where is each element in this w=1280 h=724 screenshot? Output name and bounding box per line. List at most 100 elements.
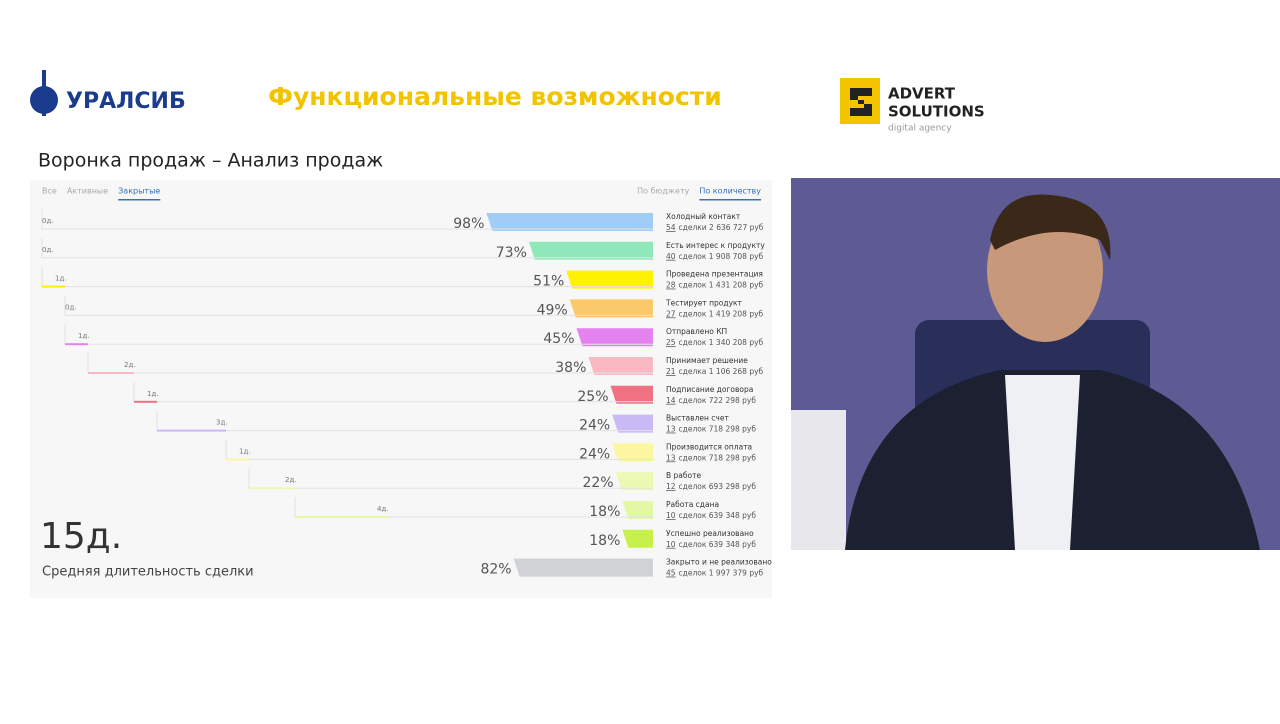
duration-segment [249,487,295,490]
deal-detail: сделок 1 997 379 руб [679,569,764,578]
deal-count: 45 [666,569,676,578]
deal-detail: сделка 1 106 268 руб [679,367,764,376]
stage-name: Принимает решение [666,356,748,365]
advert-logo: ADVERT SOLUTIONS digital agency [840,78,985,134]
deal-detail: сделок 722 298 руб [679,396,757,405]
percent-label: 25% [577,389,608,405]
deal-detail: сделок 1 908 708 руб [679,252,764,261]
percent-label: 22% [582,475,613,491]
deal-detail: сделок 639 348 руб [679,511,757,520]
deal-count: 25 [666,338,676,347]
duration-label: 4д. [377,505,389,513]
deal-count: 28 [666,281,676,290]
deal-detail: сделок 1 340 208 руб [679,338,764,347]
funnel-bar [612,443,653,462]
duration-segment [65,343,88,346]
average-label: Средняя длительность сделки [42,565,254,580]
tab[interactable]: Активные [67,187,108,196]
uralsib-logo: УРАЛСИБ [30,70,186,116]
funnel-bar [622,501,653,519]
deal-count: 21 [666,367,676,376]
funnel-bar [513,558,653,577]
percent-label: 45% [543,331,574,347]
funnel-bar [576,328,653,347]
duration-segment [226,458,249,461]
stage-name: Производится оплата [666,442,752,451]
duration-label: 2д. [124,361,136,369]
deal-detail: сделок 639 348 руб [679,540,757,549]
percent-label: 24% [579,418,610,434]
percent-label: 98% [453,216,484,232]
deal-count: 27 [666,309,676,318]
stage-name: Есть интерес к продукту [666,241,765,250]
subtitle: Воронка продаж – Анализ продаж [38,150,383,172]
duration-label: 0д. [65,303,77,311]
stage-name: Закрыто и не реализовано [666,558,772,567]
duration-label: 0д. [42,217,54,225]
funnel-bar [615,472,653,491]
tab[interactable]: Все [42,187,57,196]
percent-label: 49% [537,302,568,318]
stage-name: В работе [666,471,701,480]
deal-detail: сделок 693 298 руб [679,482,757,491]
percent-label: 82% [480,562,511,578]
slide-title: Функциональные возможности [268,82,722,111]
percent-label: 51% [533,274,564,290]
deal-count: 14 [666,396,676,405]
logo-line: SOLUTIONS [888,103,985,121]
duration-segment [88,372,134,374]
duration-label: 1д. [55,275,67,283]
duration-segment [42,285,65,288]
stage-name: Подписание договора [666,385,753,394]
deal-count: 10 [666,511,676,520]
percent-label: 24% [579,446,610,462]
duration-label: 1д. [147,390,159,398]
duration-label: 0д. [42,246,54,254]
percent-label: 38% [555,360,586,376]
stage-name: Холодный контакт [666,212,741,221]
duration-segment [295,516,387,518]
tab-underline [118,199,161,201]
deal-detail: сделок 718 298 руб [679,453,757,462]
funnel-bar [622,529,653,548]
funnel-bar [569,299,653,318]
stage-name: Отправлено КП [666,327,727,336]
percent-label: 18% [589,533,620,549]
duration-label: 1д. [239,447,251,455]
view-tab[interactable]: По бюджету [637,187,689,196]
deal-detail: сделок 718 298 руб [679,425,757,434]
stage-name: Проведена презентация [666,270,763,279]
logo-line: ADVERT [888,85,956,103]
funnel-bar [486,213,653,231]
funnel-bar [612,414,653,433]
deal-count: 13 [666,425,676,434]
deal-count: 13 [666,453,676,462]
deal-detail: сделки 2 636 727 руб [679,223,764,232]
duration-label: 3д. [216,419,228,427]
percent-label: 73% [496,245,527,261]
deal-count: 54 [666,223,676,232]
average-value: 15д. [40,516,122,557]
funnel-bar [528,241,653,260]
tab-underline [699,199,761,201]
duration-label: 1д. [78,332,90,340]
stage-name: Работа сдана [666,500,719,509]
funnel-bar [610,385,653,404]
deal-count: 10 [666,540,676,549]
duration-segment [157,429,226,432]
deal-detail: сделок 1 419 208 руб [679,309,764,318]
chart-panel [30,180,772,598]
funnel-chart: Все Активные Закрытые По количеству По бюдже… [40,187,772,580]
duration-segment [134,400,157,403]
view-tab[interactable]: По количеству [699,187,761,196]
funnel-bar [588,357,653,375]
stage-name: Тестирует продукт [665,298,743,307]
funnel-bar [566,270,653,289]
duration-label: 2д. [285,476,297,484]
deal-count: 12 [666,482,676,491]
logo-line: digital agency [888,124,952,134]
tab[interactable]: Закрытые [118,187,160,196]
deal-detail: сделок 1 431 208 руб [679,281,764,290]
logo-text: УРАЛСИБ [66,89,186,114]
